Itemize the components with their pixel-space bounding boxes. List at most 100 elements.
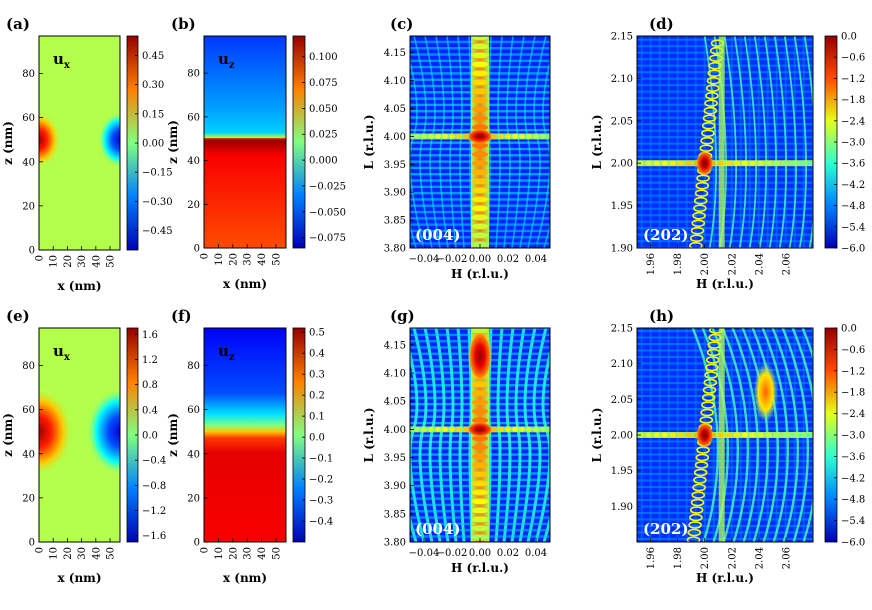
colorbar-tick-label: 0.2 [309,391,325,402]
band-oscillation [814,433,820,438]
x-tick-label: 0.04 [525,254,547,265]
rod-oscillation [687,528,702,537]
colorbar-tick-label: −4.8 [841,201,865,212]
rod-oscillation [472,462,488,469]
vertical-fringe [748,36,751,248]
x-tick-label: 20 [228,253,239,266]
horizontal-fringe [637,58,813,61]
band-oscillation [512,426,518,432]
y-axis-label: z (nm) [1,121,15,165]
curved-fringe [743,36,757,248]
band-oscillation [749,432,756,438]
y-tick-label: 60 [22,113,35,124]
vertical-fringe [712,36,715,248]
colorbar-tick-label: −2.4 [841,409,865,420]
colorbar-tick-label: 0.4 [142,405,158,416]
band-oscillation [789,160,796,166]
rod-oscillation [700,408,714,417]
vertical-fringe [640,36,643,248]
horizontal-fringe [637,395,813,397]
x-tick-label: 2.00 [700,547,711,569]
vertical-fringe [739,36,742,248]
rod-oscillation [688,521,702,529]
rod-oscillation [690,498,705,507]
band-oscillation [498,426,504,432]
x-tick-label: 10 [49,255,60,268]
band-oscillation [677,160,684,166]
band-oscillation [797,432,804,438]
colorbar-tick-label: 0.0 [841,32,857,43]
colorbar-tick-label: −2.4 [841,116,865,127]
colorbar-tick-label: −3.6 [841,452,865,463]
x-tick-label: 0.04 [525,548,547,559]
reflection-label: (004) [415,520,461,538]
colorbar-tick-label: −0.2 [309,475,333,486]
y-tick-label: 80 [187,361,200,372]
colorbar-tick-label: −1.2 [142,506,166,517]
horizontal-fringe [637,518,813,521]
reflection-label: (004) [415,226,461,244]
band-oscillation [645,160,652,166]
colorbar-tick-label: 0.8 [142,380,158,391]
band-oscillation [435,133,441,139]
x-tick-label: −0.04 [409,254,440,265]
rod-oscillation [472,408,488,415]
colorbar-tick-label: 0.000 [309,156,338,167]
x-tick-label: 2.06 [781,547,792,569]
panel-h: (202) 2.15 2.10 2.05 2.00 1.95 1.90 1.96 1.98 2.0… [590,307,865,585]
rod-oscillation [472,399,488,406]
peak-band [637,160,813,167]
band-oscillation [561,134,567,139]
rod-oscillation [472,151,488,158]
x-tick-label: 40 [257,547,268,560]
rod-oscillation [472,516,488,523]
colorbar-tick-label: 0.30 [142,80,164,91]
colorbar-tick-label: 0.5 [309,328,325,339]
band-oscillation [547,133,550,139]
band-oscillation [781,160,788,166]
panel-label: (e) [6,307,30,325]
rod-oscillation [472,79,488,86]
x-axis-label: x (nm) [223,571,267,585]
x-tick-label: 50 [106,547,117,560]
y-tick-label: 40 [187,156,200,167]
band-oscillation [661,432,668,438]
rod-oscillation [705,363,719,372]
x-axis-label: x (nm) [57,279,101,293]
horizontal-fringe [637,343,813,345]
band-oscillation [421,426,427,432]
x-tick-label: 30 [77,255,88,268]
band-oscillation [442,426,448,432]
x-tick-label: 0 [200,253,211,259]
band-oscillation [435,426,441,432]
axes-frame [38,327,121,543]
band-oscillation [757,432,764,438]
band-oscillation [421,133,427,139]
horizontal-fringe [637,356,813,358]
colorbar-tick-label: −1.2 [841,74,865,85]
colorbar-tick-label: 0.025 [309,130,338,141]
axes-frame [38,35,121,251]
curved-fringe [791,328,813,542]
band-oscillation [717,160,724,166]
horizontal-fringe [637,45,813,48]
rod-oscillation [472,507,488,514]
rod-oscillation [472,52,488,59]
heatmap [637,36,813,248]
horizontal-fringe [637,214,813,217]
band-oscillation [519,133,525,139]
y-tick-label: 2.15 [611,32,633,43]
rod-oscillation [472,471,488,478]
colorbar-tick-label: 0.00 [142,139,164,150]
x-tick-label: 20 [228,547,239,560]
band-oscillation [554,427,560,432]
horizontal-fringe [637,227,813,230]
colorbar-tick-label: 0.0 [841,324,857,335]
colorbar-tick-label: −4.2 [841,473,865,484]
band-oscillation [505,133,511,139]
x-tick-label: 0.00 [469,548,491,559]
horizontal-fringe [637,369,813,371]
band-oscillation [428,133,434,139]
band-oscillation [773,160,780,166]
